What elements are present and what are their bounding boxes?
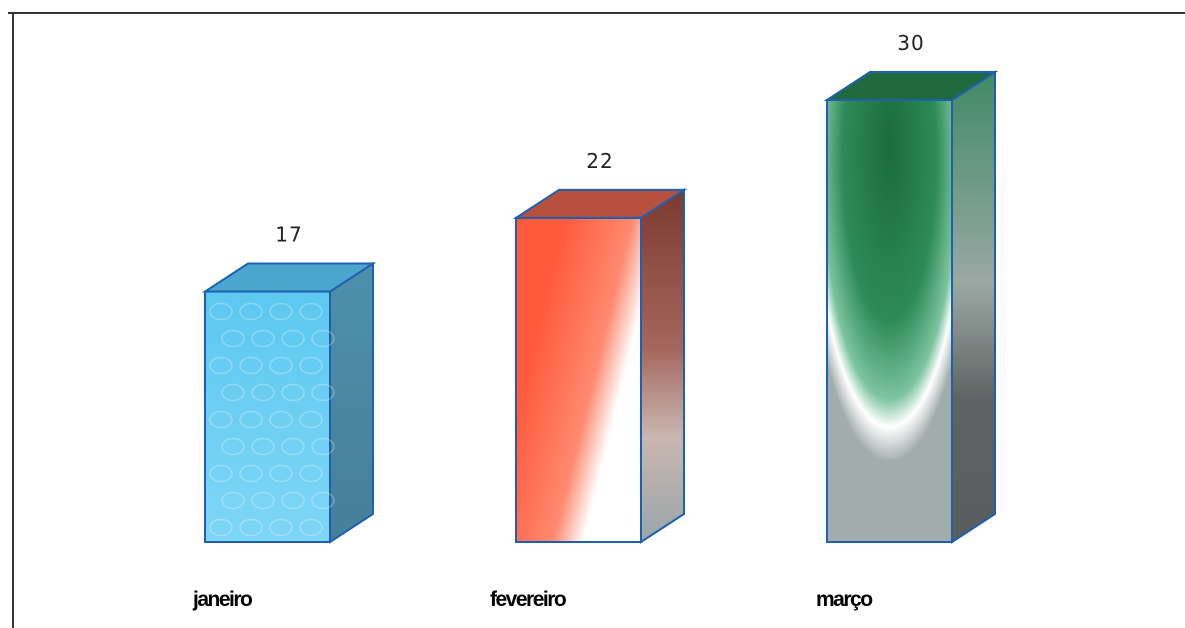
bar-front-fevereiro: [515, 216, 642, 543]
bubble-texture: [269, 302, 293, 321]
bubble-texture: [281, 329, 305, 348]
bubble-texture: [209, 410, 233, 429]
bar-janeiro: [201, 261, 377, 544]
bubble-texture: [221, 491, 245, 510]
data-label-fevereiro: 22: [586, 149, 613, 173]
bubble-texture: [269, 410, 293, 429]
bubble-texture: [239, 464, 263, 483]
bubble-texture: [281, 437, 305, 456]
category-label-março: março: [816, 588, 872, 611]
bubble-texture: [239, 356, 263, 375]
bubble-texture: [209, 356, 233, 375]
bubble-texture: [251, 491, 275, 510]
bubble-texture: [209, 518, 233, 537]
bubble-texture: [239, 518, 263, 537]
category-label-janeiro: janeiro: [192, 588, 252, 611]
bar-top-fevereiro: [512, 188, 688, 219]
bubble-texture: [269, 518, 293, 537]
bars-group: [201, 70, 999, 544]
bubble-texture: [299, 464, 323, 483]
bubble-texture: [221, 383, 245, 402]
bubble-texture: [221, 437, 245, 456]
bar-top-janeiro: [201, 262, 377, 293]
bubble-texture: [281, 383, 305, 402]
bubble-texture: [269, 464, 293, 483]
bar-side-janeiro: [329, 261, 374, 544]
bubble-texture: [221, 329, 245, 348]
data-label-março: 30: [897, 31, 924, 55]
bubble-texture: [299, 356, 323, 375]
category-label-fevereiro: fevereiro: [490, 588, 566, 611]
bubble-texture: [311, 383, 335, 402]
bubble-texture: [239, 302, 263, 321]
bubble-texture: [281, 491, 305, 510]
bubble-texture: [239, 410, 263, 429]
bar-março: [823, 70, 999, 544]
bubble-texture: [251, 383, 275, 402]
bubble-texture: [311, 329, 335, 348]
bar-fevereiro: [512, 188, 688, 544]
data-label-janeiro: 17: [275, 223, 302, 247]
bubble-texture: [311, 491, 335, 510]
bar-side-fevereiro: [640, 188, 685, 544]
bubble-texture: [299, 302, 323, 321]
bubble-texture: [299, 410, 323, 429]
bubble-texture: [251, 437, 275, 456]
bar-front-março: [826, 99, 953, 543]
bubble-texture: [299, 518, 323, 537]
bar-top-março: [823, 71, 999, 101]
bubble-texture: [311, 437, 335, 456]
labels-group: 17 janeiro 22 fevereiro 30 março: [192, 31, 924, 611]
bubble-texture: [269, 356, 293, 375]
bubble-texture: [209, 302, 233, 321]
bar-side-março: [951, 70, 996, 544]
bubble-texture: [209, 464, 233, 483]
bubble-texture: [251, 329, 275, 348]
bar-front-janeiro: [204, 290, 331, 543]
